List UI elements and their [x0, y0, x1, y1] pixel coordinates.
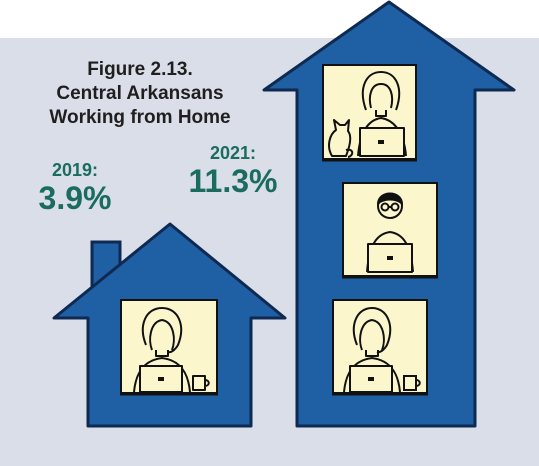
cat-icon [328, 119, 354, 158]
woman-laptop-icon-bottom [343, 307, 401, 393]
percent-value-2021: 11.3% [188, 163, 278, 199]
man-glasses-laptop-icon [366, 192, 414, 273]
percent-value-2019: 3.9% [38, 180, 112, 216]
small-house-icon [52, 222, 287, 428]
figure-title: Figure 2.13. Central Arkansans Working f… [40, 58, 240, 130]
coffee-mug-icon [403, 375, 421, 391]
figure-title-line-1: Figure 2.13. [87, 59, 193, 80]
year-label-2019: 2019: [51, 160, 99, 180]
figure-title-line-2: Central Arkansans [56, 83, 224, 104]
figure-title-line-3: Working from Home [49, 107, 231, 128]
woman-laptop-icon-top [357, 71, 407, 157]
year-label-2021: 2021: [209, 143, 257, 163]
woman-laptop-icon [133, 307, 210, 393]
